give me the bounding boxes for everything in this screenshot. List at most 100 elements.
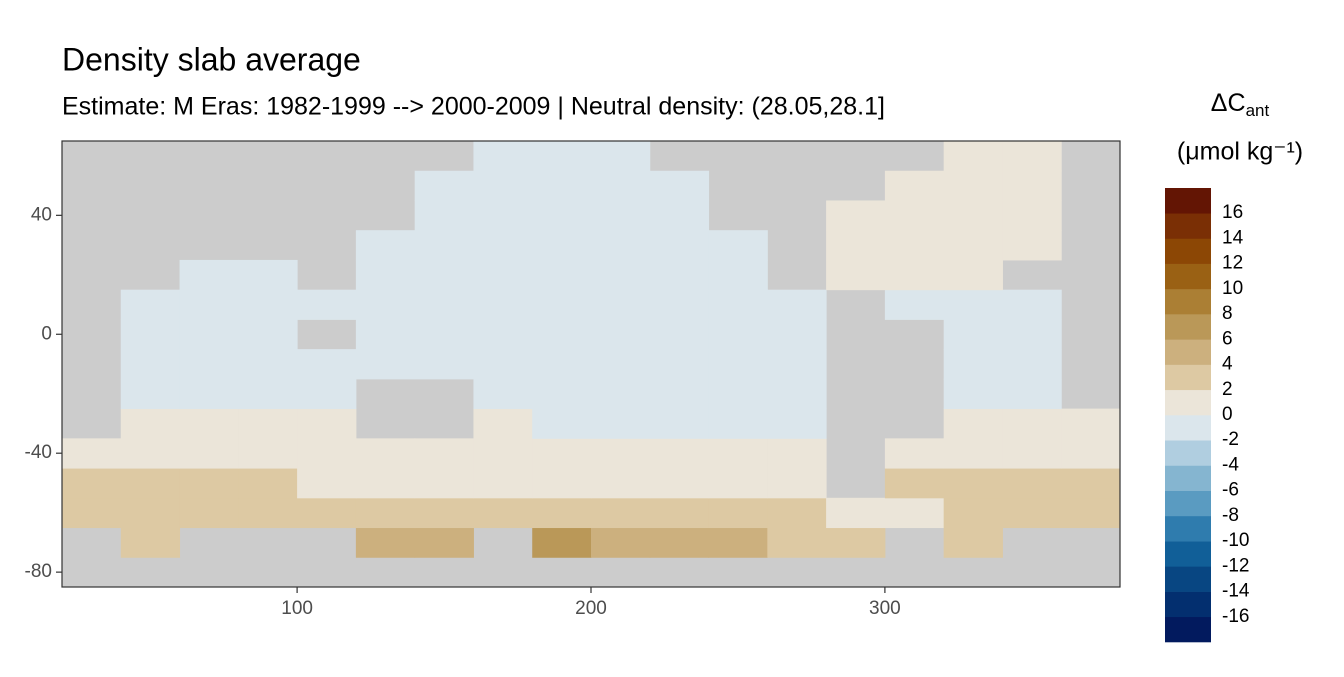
grid-cell [414, 349, 474, 380]
legend-swatch [1165, 490, 1211, 517]
grid-cell [826, 200, 886, 231]
grid-cell [1061, 497, 1121, 529]
grid-cell [708, 259, 768, 291]
grid-cell [238, 438, 298, 469]
grid-cell [179, 468, 239, 499]
grid-cell [355, 497, 416, 529]
y-tick-label: -40 [25, 442, 52, 463]
grid-cell [414, 438, 474, 469]
grid-cell [473, 349, 533, 380]
grid-cell [238, 378, 298, 410]
grid-cell [62, 497, 122, 529]
grid-cell [708, 408, 768, 439]
grid-cell [62, 468, 122, 499]
grid-cell [708, 319, 768, 350]
grid-cell [120, 319, 181, 350]
grid-cell [649, 230, 710, 261]
grid-cell [943, 319, 1003, 350]
grid-cell [414, 468, 474, 499]
grid-cell [943, 141, 1003, 172]
legend-swatch [1165, 541, 1211, 567]
grid-cell [355, 438, 416, 469]
grid-cell [473, 468, 533, 499]
grid-cell [943, 349, 1003, 380]
grid-cell [826, 230, 886, 261]
grid-cell [238, 259, 298, 291]
grid-cell [473, 170, 533, 201]
grid-cell [120, 378, 181, 410]
grid-cell [649, 289, 710, 320]
grid-cell [1061, 438, 1121, 469]
grid-cell [120, 527, 181, 558]
grid-cell [943, 230, 1003, 261]
grid-cell [591, 468, 651, 499]
legend-swatch [1165, 238, 1211, 264]
grid-cell [767, 378, 827, 410]
grid-cell [649, 378, 710, 410]
grid-cell [355, 319, 416, 350]
grid-cell [767, 497, 827, 529]
grid-cell [473, 497, 533, 529]
legend-tick-label: 6 [1222, 328, 1233, 349]
grid-cell [473, 289, 533, 320]
grid-cell [1002, 468, 1062, 499]
grid-cell [767, 319, 827, 350]
grid-cell [767, 349, 827, 380]
grid-cell [532, 170, 592, 201]
grid-cell [591, 378, 651, 410]
grid-cell [297, 438, 357, 469]
grid-cell [943, 497, 1003, 529]
grid-cell [532, 408, 592, 439]
grid-cell [120, 408, 181, 439]
legend-swatch [1165, 364, 1211, 391]
grid-cell [297, 497, 357, 529]
grid-cell [179, 497, 239, 529]
legend-title-sub: ant [1246, 101, 1270, 120]
grid-cell [1061, 468, 1121, 499]
x-tick-label: 200 [575, 598, 607, 619]
grid-cell [414, 289, 474, 320]
legend-tick-label: 12 [1222, 253, 1243, 274]
legend-tick-label: -6 [1222, 480, 1239, 501]
grid-cell [120, 289, 181, 320]
grid-cell [532, 289, 592, 320]
grid-cell [120, 497, 181, 529]
grid-cell [355, 349, 416, 380]
grid-cell [1002, 378, 1062, 410]
grid-cell [532, 230, 592, 261]
grid-cell [708, 497, 768, 529]
grid-cell [884, 259, 945, 291]
grid-cell [943, 378, 1003, 410]
grid-cell [120, 468, 181, 499]
grid-cell [943, 170, 1003, 201]
grid-cell [414, 230, 474, 261]
legend-tick-label: -10 [1222, 530, 1249, 551]
grid-cell [591, 289, 651, 320]
grid-cell [649, 408, 710, 439]
grid-cell [179, 259, 239, 291]
legend-swatch [1165, 415, 1211, 441]
legend-swatch [1165, 213, 1211, 239]
grid-cell [532, 378, 592, 410]
grid-cell [649, 349, 710, 380]
grid-cell [708, 230, 768, 261]
grid-cell [473, 259, 533, 291]
grid-cell [179, 289, 239, 320]
grid-cell [767, 438, 827, 469]
grid-cell [532, 527, 592, 558]
grid-cell [179, 349, 239, 380]
grid-cell [1002, 141, 1062, 172]
grid-cell [708, 438, 768, 469]
grid-cell [1061, 408, 1121, 439]
grid-cell [120, 349, 181, 380]
grid-cell [708, 468, 768, 499]
y-tick-label: 0 [41, 323, 52, 344]
grid-cell [1002, 408, 1062, 439]
grid-cell [473, 141, 533, 172]
legend-tick-label: -2 [1222, 429, 1239, 450]
grid-cell [826, 259, 886, 291]
grid-cell [591, 408, 651, 439]
grid-cell [179, 319, 239, 350]
grid-cell [238, 349, 298, 380]
